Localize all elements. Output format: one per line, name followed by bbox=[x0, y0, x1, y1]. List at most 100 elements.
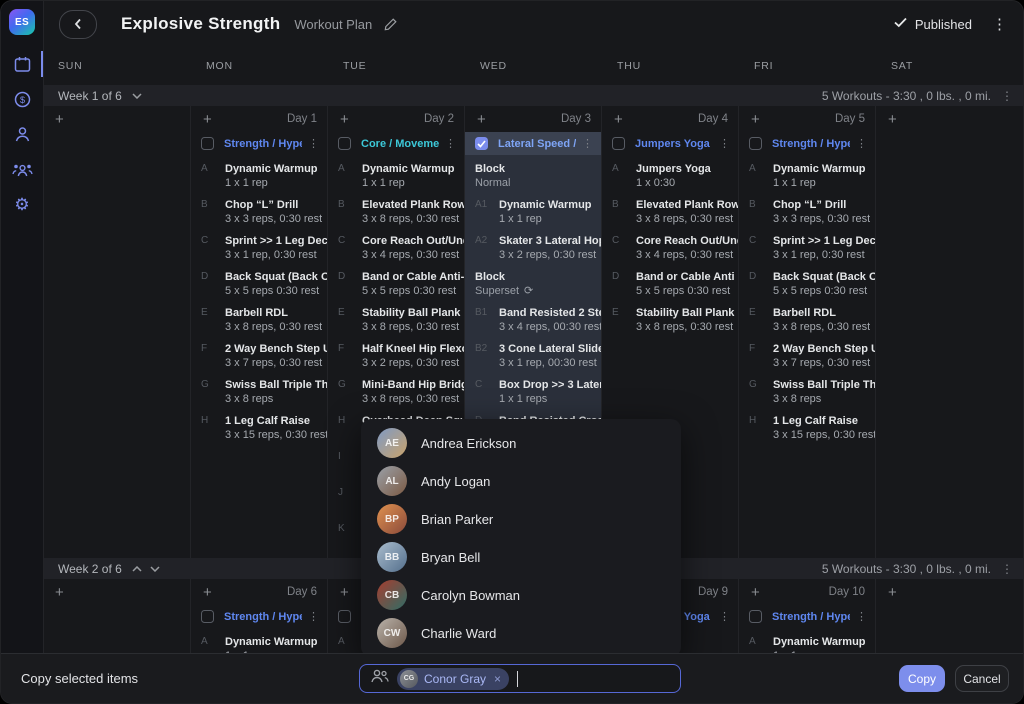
add-workout-button[interactable]: + bbox=[888, 110, 897, 128]
exercise-item[interactable]: A1 Dynamic Warmup 1 x 1 rep bbox=[465, 198, 601, 226]
workout-title[interactable]: Jumpers Yoga / Core bbox=[635, 137, 713, 150]
workout-menu-icon[interactable]: ⋮ bbox=[719, 611, 730, 623]
workout-menu-icon[interactable]: ⋮ bbox=[308, 611, 319, 623]
add-workout-button[interactable]: + bbox=[751, 583, 760, 601]
exercise-item[interactable]: G Swiss Ball Triple Threat 3 x 8 reps bbox=[191, 378, 327, 406]
exercise-item[interactable]: B Chop “L” Drill 3 x 3 reps, 0:30 rest bbox=[191, 198, 327, 226]
add-workout-button[interactable]: + bbox=[340, 110, 349, 128]
add-workout-button[interactable]: + bbox=[751, 110, 760, 128]
workout-checkbox[interactable] bbox=[201, 610, 214, 623]
week-menu-icon[interactable]: ⋮ bbox=[1001, 561, 1013, 576]
add-workout-button[interactable]: + bbox=[203, 110, 212, 128]
assign-people-input[interactable]: CG Conor Gray × bbox=[359, 664, 681, 693]
workout-checkbox[interactable] bbox=[338, 610, 351, 623]
cancel-button[interactable]: Cancel bbox=[955, 665, 1009, 692]
copy-button[interactable]: Copy bbox=[899, 665, 945, 692]
add-workout-button[interactable]: + bbox=[55, 583, 64, 601]
workout-card[interactable]: Lateral Speed / Plyo ⋮ Block Normal A1 Dynami… bbox=[465, 132, 601, 451]
exercise-item[interactable]: D Back Squat (Back Off Set) 5 x 5 reps 0:3… bbox=[191, 270, 327, 298]
add-workout-button[interactable]: + bbox=[888, 583, 897, 601]
workout-title[interactable]: Strength / Hypertro... bbox=[772, 137, 850, 150]
chevron-down-icon[interactable] bbox=[150, 565, 160, 572]
workout-checkbox[interactable] bbox=[612, 137, 625, 150]
settings-icon[interactable]: ⚙ bbox=[14, 194, 30, 214]
workout-menu-icon[interactable]: ⋮ bbox=[308, 138, 319, 150]
exercise-item[interactable]: J bbox=[328, 486, 464, 514]
add-workout-button[interactable]: + bbox=[203, 583, 212, 601]
workout-menu-icon[interactable]: ⋮ bbox=[856, 138, 867, 150]
exercise-item[interactable]: D Back Squat (Back Off Set) 5 x 5 reps 0:3… bbox=[739, 270, 875, 298]
exercise-item[interactable]: D Band or Cable Anti Rotati... 5 x 5 reps … bbox=[602, 270, 738, 298]
exercise-item[interactable]: C Core Reach Out/Under 3 x 4 reps, 0:30 re… bbox=[602, 234, 738, 262]
person-option[interactable]: CB Carolyn Bowman bbox=[361, 576, 681, 614]
workout-title[interactable]: Lateral Speed / Plyo bbox=[498, 137, 576, 150]
workout-checkbox[interactable] bbox=[475, 137, 488, 150]
exercise-item[interactable]: F 2 Way Bench Step Up 3 x 7 reps, 0:30 res… bbox=[739, 342, 875, 370]
exercise-item[interactable]: F 2 Way Bench Step Up 3 x 7 reps, 0:30 res… bbox=[191, 342, 327, 370]
exercise-item[interactable]: B Chop “L” Drill 3 x 3 reps, 0:30 rest bbox=[739, 198, 875, 226]
exercise-item[interactable]: E Stability Ball Plank Linear ... 3 x 8 re… bbox=[602, 306, 738, 334]
exercise-item[interactable]: C Sprint >> 1 Leg Declarations 3 x 1 rep, … bbox=[191, 234, 327, 262]
exercise-item[interactable]: B Elevated Plank Row 3 x 8 reps, 0:30 rest bbox=[328, 198, 464, 226]
exercise-item[interactable]: F Half Kneel Hip Flexor Rais... 3 x 2 reps… bbox=[328, 342, 464, 370]
person-option[interactable]: CW Charlie Ward bbox=[361, 614, 681, 652]
workout-checkbox[interactable] bbox=[338, 137, 351, 150]
workout-menu-icon[interactable]: ⋮ bbox=[445, 138, 456, 150]
exercise-item[interactable]: B Elevated Plank Row 3 x 8 reps, 0:30 rest bbox=[602, 198, 738, 226]
week-menu-icon[interactable]: ⋮ bbox=[1001, 88, 1013, 103]
workout-title[interactable]: Strength / Hypertro... bbox=[772, 610, 850, 623]
person-option[interactable]: AE Andrea Erickson bbox=[361, 424, 681, 462]
person-chip[interactable]: CG Conor Gray × bbox=[397, 667, 510, 690]
person-option[interactable]: AL Andy Logan bbox=[361, 462, 681, 500]
workout-checkbox[interactable] bbox=[749, 610, 762, 623]
person-option[interactable]: BP Brian Parker bbox=[361, 500, 681, 538]
exercise-item[interactable]: I bbox=[328, 450, 464, 478]
add-workout-button[interactable]: + bbox=[614, 110, 623, 128]
exercise-item[interactable]: G Mini-Band Hip Bridge w/ ... 3 x 8 reps, … bbox=[328, 378, 464, 406]
published-status[interactable]: Published bbox=[914, 16, 972, 32]
chip-remove-icon[interactable]: × bbox=[494, 671, 502, 686]
exercise-item[interactable]: H 1 Leg Calf Raise 3 x 15 reps, 0:30 rest bbox=[191, 414, 327, 442]
chevron-up-icon[interactable] bbox=[132, 565, 142, 572]
exercise-item[interactable]: K bbox=[328, 522, 464, 550]
athlete-icon[interactable] bbox=[9, 121, 35, 147]
exercise-item[interactable]: C Core Reach Out/Under 3 x 4 reps, 0:30 re… bbox=[328, 234, 464, 262]
workout-card[interactable]: Jumpers Yoga / Core ⋮ A Jumpers Yoga 1 x 0:3… bbox=[602, 132, 738, 334]
calendar-icon[interactable] bbox=[9, 51, 35, 77]
exercise-item[interactable]: A bbox=[328, 635, 464, 654]
exercise-item[interactable]: C Box Drop >> 3 Lateral H... 1 x 1 reps bbox=[465, 378, 601, 406]
exercise-item[interactable]: C Sprint >> 1 Leg Declarations 3 x 1 rep, … bbox=[739, 234, 875, 262]
exercise-item[interactable]: B2 3 Cone Lateral Slide 3 x 1 rep, 00:30 r… bbox=[465, 342, 601, 370]
teams-icon[interactable] bbox=[9, 156, 35, 182]
add-workout-button[interactable]: + bbox=[340, 583, 349, 601]
exercise-item[interactable]: E Barbell RDL 3 x 8 reps, 0:30 rest bbox=[739, 306, 875, 334]
workout-menu-icon[interactable]: ⋮ bbox=[582, 138, 593, 150]
app-logo[interactable]: ES bbox=[9, 9, 35, 35]
workout-title[interactable]: Strength / Hypertro... bbox=[224, 610, 302, 623]
add-workout-button[interactable]: + bbox=[477, 110, 486, 128]
workout-menu-icon[interactable]: ⋮ bbox=[719, 138, 730, 150]
workout-title[interactable]: Strength / Hypertro... bbox=[224, 137, 302, 150]
workout-card[interactable]: Core / Movement Q... ⋮ A Dynamic Warmup 1 x … bbox=[328, 132, 464, 550]
back-button[interactable] bbox=[59, 9, 97, 39]
exercise-item[interactable]: E Stability Ball Plank Linear ... 3 x 8 re… bbox=[328, 306, 464, 334]
exercise-item[interactable]: B1 Band Resisted 2 Step Late... 3 x 4 reps… bbox=[465, 306, 601, 334]
add-workout-button[interactable]: + bbox=[55, 110, 64, 128]
workout-checkbox[interactable] bbox=[201, 137, 214, 150]
workout-checkbox[interactable] bbox=[749, 137, 762, 150]
edit-pencil-icon[interactable] bbox=[384, 17, 398, 31]
chevron-down-icon[interactable] bbox=[132, 92, 142, 99]
billing-icon[interactable]: $ bbox=[9, 86, 35, 112]
exercise-item[interactable]: A2 Skater 3 Lateral Hops >> ... 3 x 2 reps… bbox=[465, 234, 601, 262]
exercise-item[interactable]: H 1 Leg Calf Raise 3 x 15 reps, 0:30 rest bbox=[739, 414, 875, 442]
exercise-item[interactable]: A Jumpers Yoga 1 x 0:30 bbox=[602, 162, 738, 190]
